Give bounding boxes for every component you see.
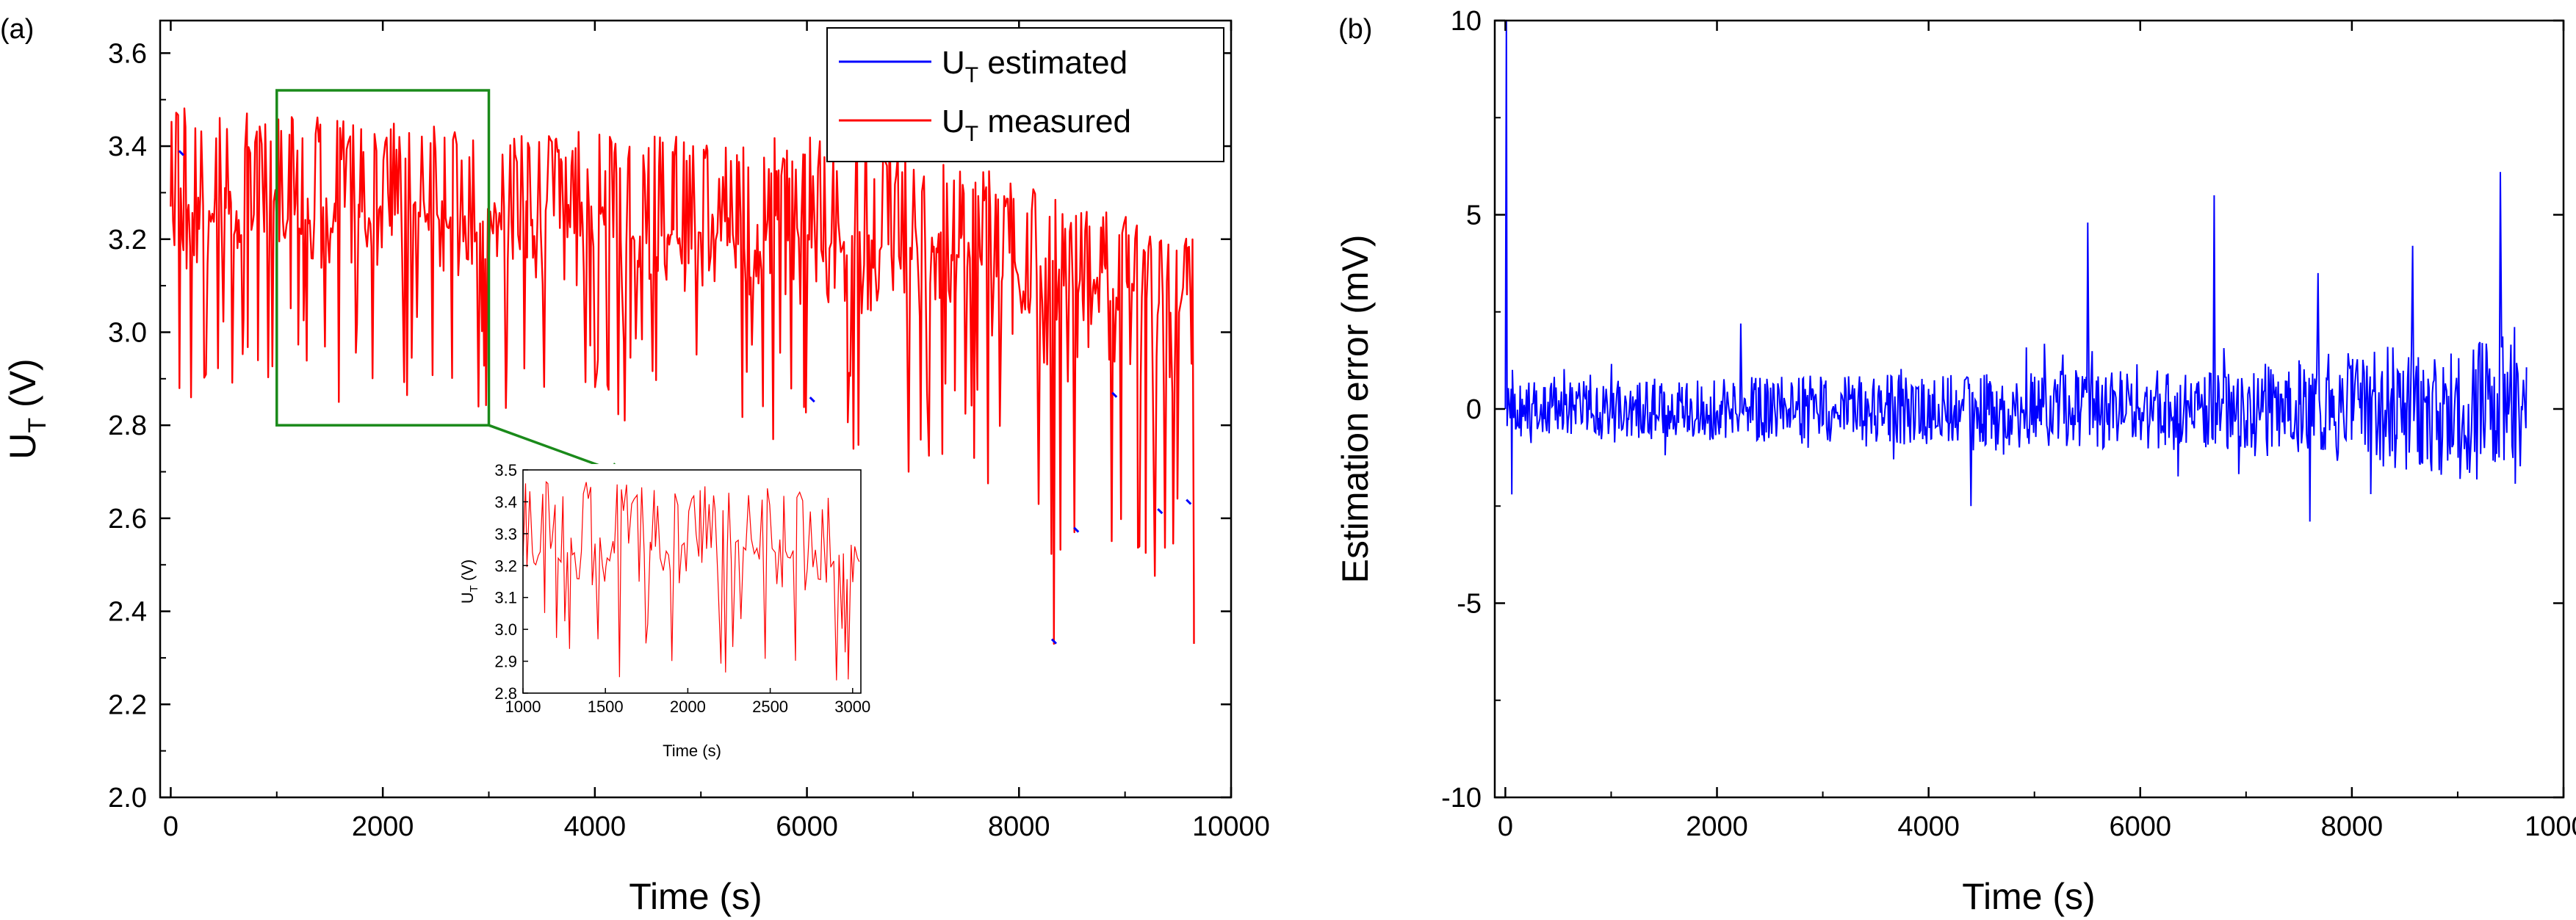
panel-a-y-axis: 2.0 2.2 2.4 2.6 2.8 3.0 3.2 3.4 3.6 [108,38,1231,814]
inset-chart: 1000 1500 2000 2500 3000 2.8 2.9 3.0 3.1 3.2 3.3 3… [458,461,870,760]
panel-a-x-axis: 0 2000 4000 6000 8000 10000 [163,21,1270,842]
panel-b-x-axis-title: Time (s) [1962,876,2095,917]
y-tick-label: 2.0 [108,783,147,814]
x-tick-label: 10000 [1192,811,1270,842]
y-tick-label: -5 [1457,589,1482,620]
estimation-error-path [1504,20,2528,522]
inset-x-axis-title: Time (s) [663,742,721,760]
legend-label-estimated: UT estimated [942,45,1128,87]
x-tick-label: 4000 [564,811,627,842]
estimated-voltage-line [178,150,1192,645]
y-tick-label: 3.6 [108,38,147,69]
inset-y-axis-title: UT (V) [458,559,480,604]
inset-y-tick-label: 3.4 [494,493,517,511]
inset-measured-path [522,480,860,681]
zoom-arrow [488,424,616,473]
panel-a-label: (a) [0,14,34,45]
zoom-region-box [275,89,491,427]
y-tick-label: 2.6 [108,504,147,535]
legend-box [826,27,1224,162]
inset-y-tick-label: 2.9 [494,653,517,671]
panel-a-frame [159,19,1233,799]
y-tick-label: 2.2 [108,689,147,720]
svg-text:UT (V): UT (V) [458,559,480,604]
y-tick-label: -10 [1441,783,1482,814]
inset-x-tick-label: 3000 [834,698,870,716]
x-tick-label: 2000 [352,811,414,842]
panel-b-y-axis: -10 -5 0 5 10 [1441,6,2564,814]
y-tick-label: 0 [1466,394,1482,425]
inset-y-tick-label: 3.1 [494,589,517,607]
x-tick-label: 0 [1498,811,1513,842]
inset-x-tick-label: 2500 [752,698,788,716]
inset-y-tick-label: 3.0 [494,620,517,639]
inset-measured-line [522,480,860,681]
y-tick-label: 3.2 [108,225,147,256]
x-tick-label: 8000 [988,811,1050,842]
y-tick-label: 5 [1466,200,1482,231]
inset-y-axis: 2.8 2.9 3.0 3.1 3.2 3.3 3.4 3.5 [494,461,528,703]
inset-x-tick-label: 1500 [588,698,624,716]
panel-b-y-axis-title: Estimation error (mV) [1335,234,1376,583]
inset-y-tick-label: 3.2 [494,557,517,575]
estimated-voltage-fragment [1186,499,1192,505]
legend-label-measured: UT measured [942,104,1131,146]
inset-y-tick-label: 3.3 [494,525,517,543]
y-tick-label: 2.4 [108,597,147,628]
measured-voltage-path [170,107,1195,645]
panel-b-x-axis: 0 2000 4000 6000 8000 10000 [1498,21,2576,842]
estimated-voltage-fragment [178,150,184,156]
y-tick-label: 3.0 [108,317,147,348]
inset-frame [522,469,862,694]
panel-b-label: (b) [1338,14,1372,45]
y-tick-label: 2.8 [108,410,147,441]
estimated-voltage-fragment [1073,526,1080,533]
estimated-voltage-fragment [1157,508,1163,515]
panel-a-x-axis-title: Time (s) [629,876,762,917]
inset-background [507,464,861,693]
inset-x-tick-label: 1000 [505,698,541,716]
x-tick-label: 6000 [776,811,838,842]
y-tick-label: 10 [1451,6,1482,37]
x-tick-label: 10000 [2525,811,2576,842]
panel-a-legend: UT estimated UT measured [826,27,1224,162]
y-tick-label: 3.4 [108,131,147,162]
x-tick-label: 6000 [2109,811,2171,842]
svg-text:UT (V): UT (V) [2,358,51,459]
estimated-voltage-fragment [1050,638,1057,645]
estimated-voltage-fragment [809,396,815,403]
measured-voltage-line [170,107,1195,645]
panel-a: (a) 0 2000 4000 6000 8000 10000 2.02.22.42.62… [0,14,1270,917]
inset-x-axis: 1000 1500 2000 2500 3000 [505,688,870,716]
estimated-voltage-fragment [1111,391,1118,398]
inset-y-tick-label: 3.5 [494,461,517,479]
x-tick-label: 2000 [1686,811,1748,842]
inset-x-tick-label: 2000 [670,698,706,716]
x-tick-label: 8000 [2321,811,2384,842]
panel-a-y-axis-title: UT (V) [2,358,51,459]
panel-b: (b) 0 2000 4000 6000 8000 10000 -10 -5 0 5 10 Tim… [1335,6,2576,917]
x-tick-label: 0 [163,811,178,842]
x-tick-label: 4000 [1897,811,1960,842]
inset-y-tick-label: 2.8 [494,684,517,703]
estimation-error-line [1504,20,2528,522]
